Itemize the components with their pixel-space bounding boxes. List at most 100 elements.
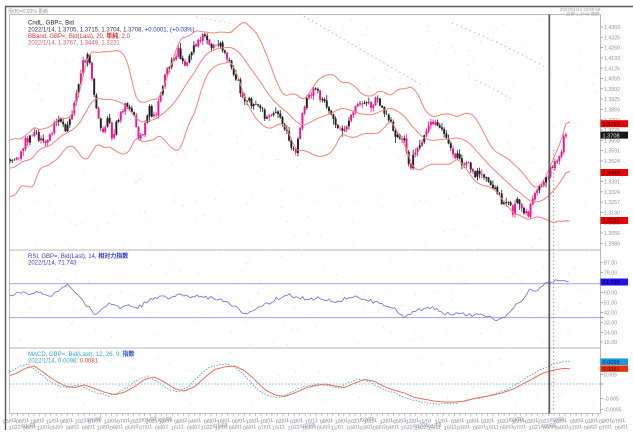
svg-text:78.00: 78.00 [604,271,617,277]
svg-text:1.3992: 1.3992 [604,87,620,93]
svg-text:2022/01/03: 2022/01/03 [415,423,443,432]
svg-text:11/01: 11/01 [419,418,433,426]
svg-text:06/01: 06/01 [615,424,629,432]
svg-text:1.4260: 1.4260 [604,46,620,52]
svg-text:1.3708: 1.3708 [603,133,620,139]
svg-text:07/01: 07/01 [117,418,131,426]
svg-text:09/01: 09/01 [110,424,124,432]
svg-text:1.3925: 1.3925 [604,97,620,103]
svg-text:10/01: 10/01 [217,418,231,426]
svg-text:-0.005: -0.005 [604,397,619,403]
svg-text:07/01: 07/01 [599,424,613,432]
svg-text:15/11: 15/11 [171,424,185,432]
svg-text:MACD, GBP=, Bid(Last), 12, 26,: MACD, GBP=, Bid(Last), 12, 26, 9, 指数 [28,350,136,358]
svg-text:11/01: 11/01 [46,418,60,426]
svg-text:09/01: 09/01 [599,418,613,426]
svg-text:15/11: 15/11 [486,424,500,432]
svg-text:03/01: 03/01 [360,424,374,432]
svg-text:06/01: 06/01 [232,418,246,426]
svg-text:10/01: 10/01 [335,418,349,426]
svg-text:05/03: 05/03 [500,424,514,432]
svg-text:1.3056: 1.3056 [604,231,620,237]
svg-text:05/03: 05/03 [543,424,557,432]
svg-text:07/01: 07/01 [513,424,527,432]
svg-text:08/02: 08/02 [174,418,188,426]
svg-text:1.3524: 1.3524 [604,159,620,165]
svg-text:1.4126: 1.4126 [604,66,620,72]
svg-text:1.3391: 1.3391 [604,180,620,186]
svg-text:15/11: 15/11 [428,424,442,432]
svg-text:12/01: 12/01 [104,418,118,426]
svg-text:CndL, GBP=, Bid: CndL, GBP=, Bid [28,21,74,27]
svg-text:07/01: 07/01 [612,418,626,426]
svg-text:08/02: 08/02 [31,418,45,426]
svg-text:03/01: 03/01 [525,418,539,426]
svg-text:RSI, GBP=, Bid(Last), 14, 相対力指: RSI, GBP=, Bid(Last), 14, 相対力指数 [28,252,129,260]
svg-text:05/03: 05/03 [570,418,584,426]
svg-text:08/02: 08/02 [373,424,387,432]
svg-text:1.4193: 1.4193 [604,56,620,62]
svg-text:2022/1/14, 1.3767, 1.3449, 1.3: 2022/1/14, 1.3767, 1.3449, 1.3231 [28,41,120,47]
svg-text:06/01: 06/01 [16,418,30,426]
svg-text:1.3591: 1.3591 [604,149,620,155]
svg-text:1.3231: 1.3231 [603,219,620,225]
svg-text:06/01: 06/01 [473,424,487,432]
svg-text:71.743: 71.743 [603,280,620,286]
svg-text:05/03: 05/03 [125,424,139,432]
svg-text:05/03: 05/03 [3,418,17,426]
svg-text:33.00: 33.00 [604,321,617,327]
svg-text:現(B)=0.03% 更新: 現(B)=0.03% 更新 [8,8,48,15]
svg-text:10/01: 10/01 [97,424,111,432]
svg-text:08/02: 08/02 [187,424,201,432]
svg-text:07/01: 07/01 [258,424,272,432]
svg-text:2022/1/14, 0.0098, 0.0081: 2022/1/14, 0.0098, 0.0081 [28,359,99,365]
svg-text:2021/02/01: 2021/02/01 [348,416,376,425]
svg-text:12/01: 12/01 [37,424,51,432]
svg-text:1.4059: 1.4059 [604,77,620,83]
svg-text:42.00: 42.00 [604,311,617,317]
svg-text:10/01: 10/01 [466,418,480,426]
svg-text:87.00: 87.00 [604,261,617,267]
svg-text:07/01: 07/01 [88,418,102,426]
svg-text:10/01: 10/01 [260,418,274,426]
svg-text:04/01: 04/01 [386,424,400,432]
svg-text:15/11: 15/11 [272,424,286,432]
svg-text:08/02: 08/02 [66,424,80,432]
svg-text:0.0098: 0.0098 [603,360,620,366]
svg-text:12/01: 12/01 [159,418,173,426]
svg-text:1.4326: 1.4326 [604,35,620,41]
svg-text:1.2989: 1.2989 [604,241,620,247]
svg-text:2021/02/01: 2021/02/01 [529,423,557,432]
svg-text:12/01: 12/01 [406,418,420,426]
svg-text:08/02: 08/02 [584,424,598,432]
svg-text:06/01: 06/01 [60,418,74,426]
svg-text:08/02: 08/02 [155,424,169,432]
svg-text:05/03: 05/03 [50,424,64,432]
svg-text:05/03: 05/03 [303,424,317,432]
svg-text:2022/01/03: 2022/01/03 [201,423,229,432]
svg-text:1.3449: 1.3449 [603,171,620,177]
svg-text:1.3257: 1.3257 [604,200,620,206]
svg-text:2022/01/03: 2022/01/03 [130,416,158,425]
svg-text:1.4393: 1.4393 [604,25,620,31]
svg-text:2022/1/14, 71.743: 2022/1/14, 71.743 [28,261,77,267]
svg-text:04/01: 04/01 [188,418,202,426]
svg-text:04/01: 04/01 [556,424,570,432]
svg-text:06/01: 06/01 [229,424,243,432]
svg-text:12/01: 12/01 [569,424,583,432]
svg-text:2022/01/03: 2022/01/03 [288,423,316,432]
svg-text:51.00: 51.00 [604,301,617,307]
svg-text:高値 1.3749 安値 1.3653 終値: 高値 1.3749 安値 1.3653 終値 [566,11,625,18]
svg-text:03/01: 03/01 [554,418,568,426]
svg-text:2022/01/03: 2022/01/03 [75,416,103,425]
svg-text:10/01: 10/01 [246,418,260,426]
svg-text:2022/01/03: 2022/01/03 [401,423,429,432]
svg-text:02/01: 02/01 [481,418,495,426]
svg-text:03/01: 03/01 [585,418,599,426]
svg-text:0.0081: 0.0081 [603,367,620,373]
svg-text:2021/02/01: 2021/02/01 [146,416,174,425]
svg-text:2022/01/14 23:59:59 GBP= D1 .C: 2022/01/14 23:59:59 GBP= D1 .C 1.3708 [560,7,633,12]
svg-text:02/01: 02/01 [276,418,290,426]
svg-text:06/01: 06/01 [204,418,218,426]
svg-text:03/01: 03/01 [347,424,361,432]
